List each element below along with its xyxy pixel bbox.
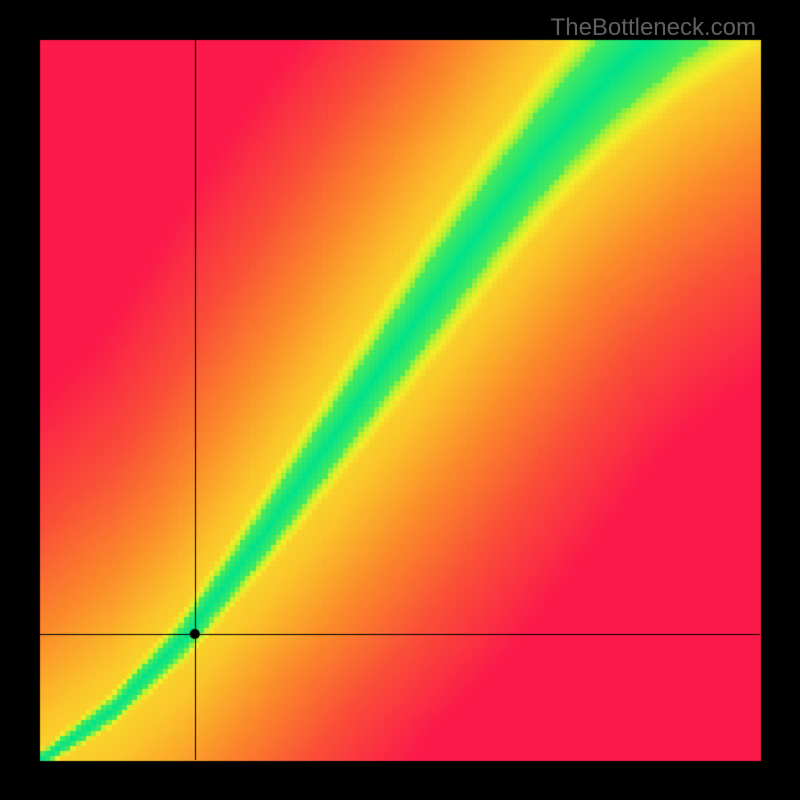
bottleneck-heatmap — [0, 0, 800, 800]
watermark-text: TheBottleneck.com — [551, 14, 756, 42]
